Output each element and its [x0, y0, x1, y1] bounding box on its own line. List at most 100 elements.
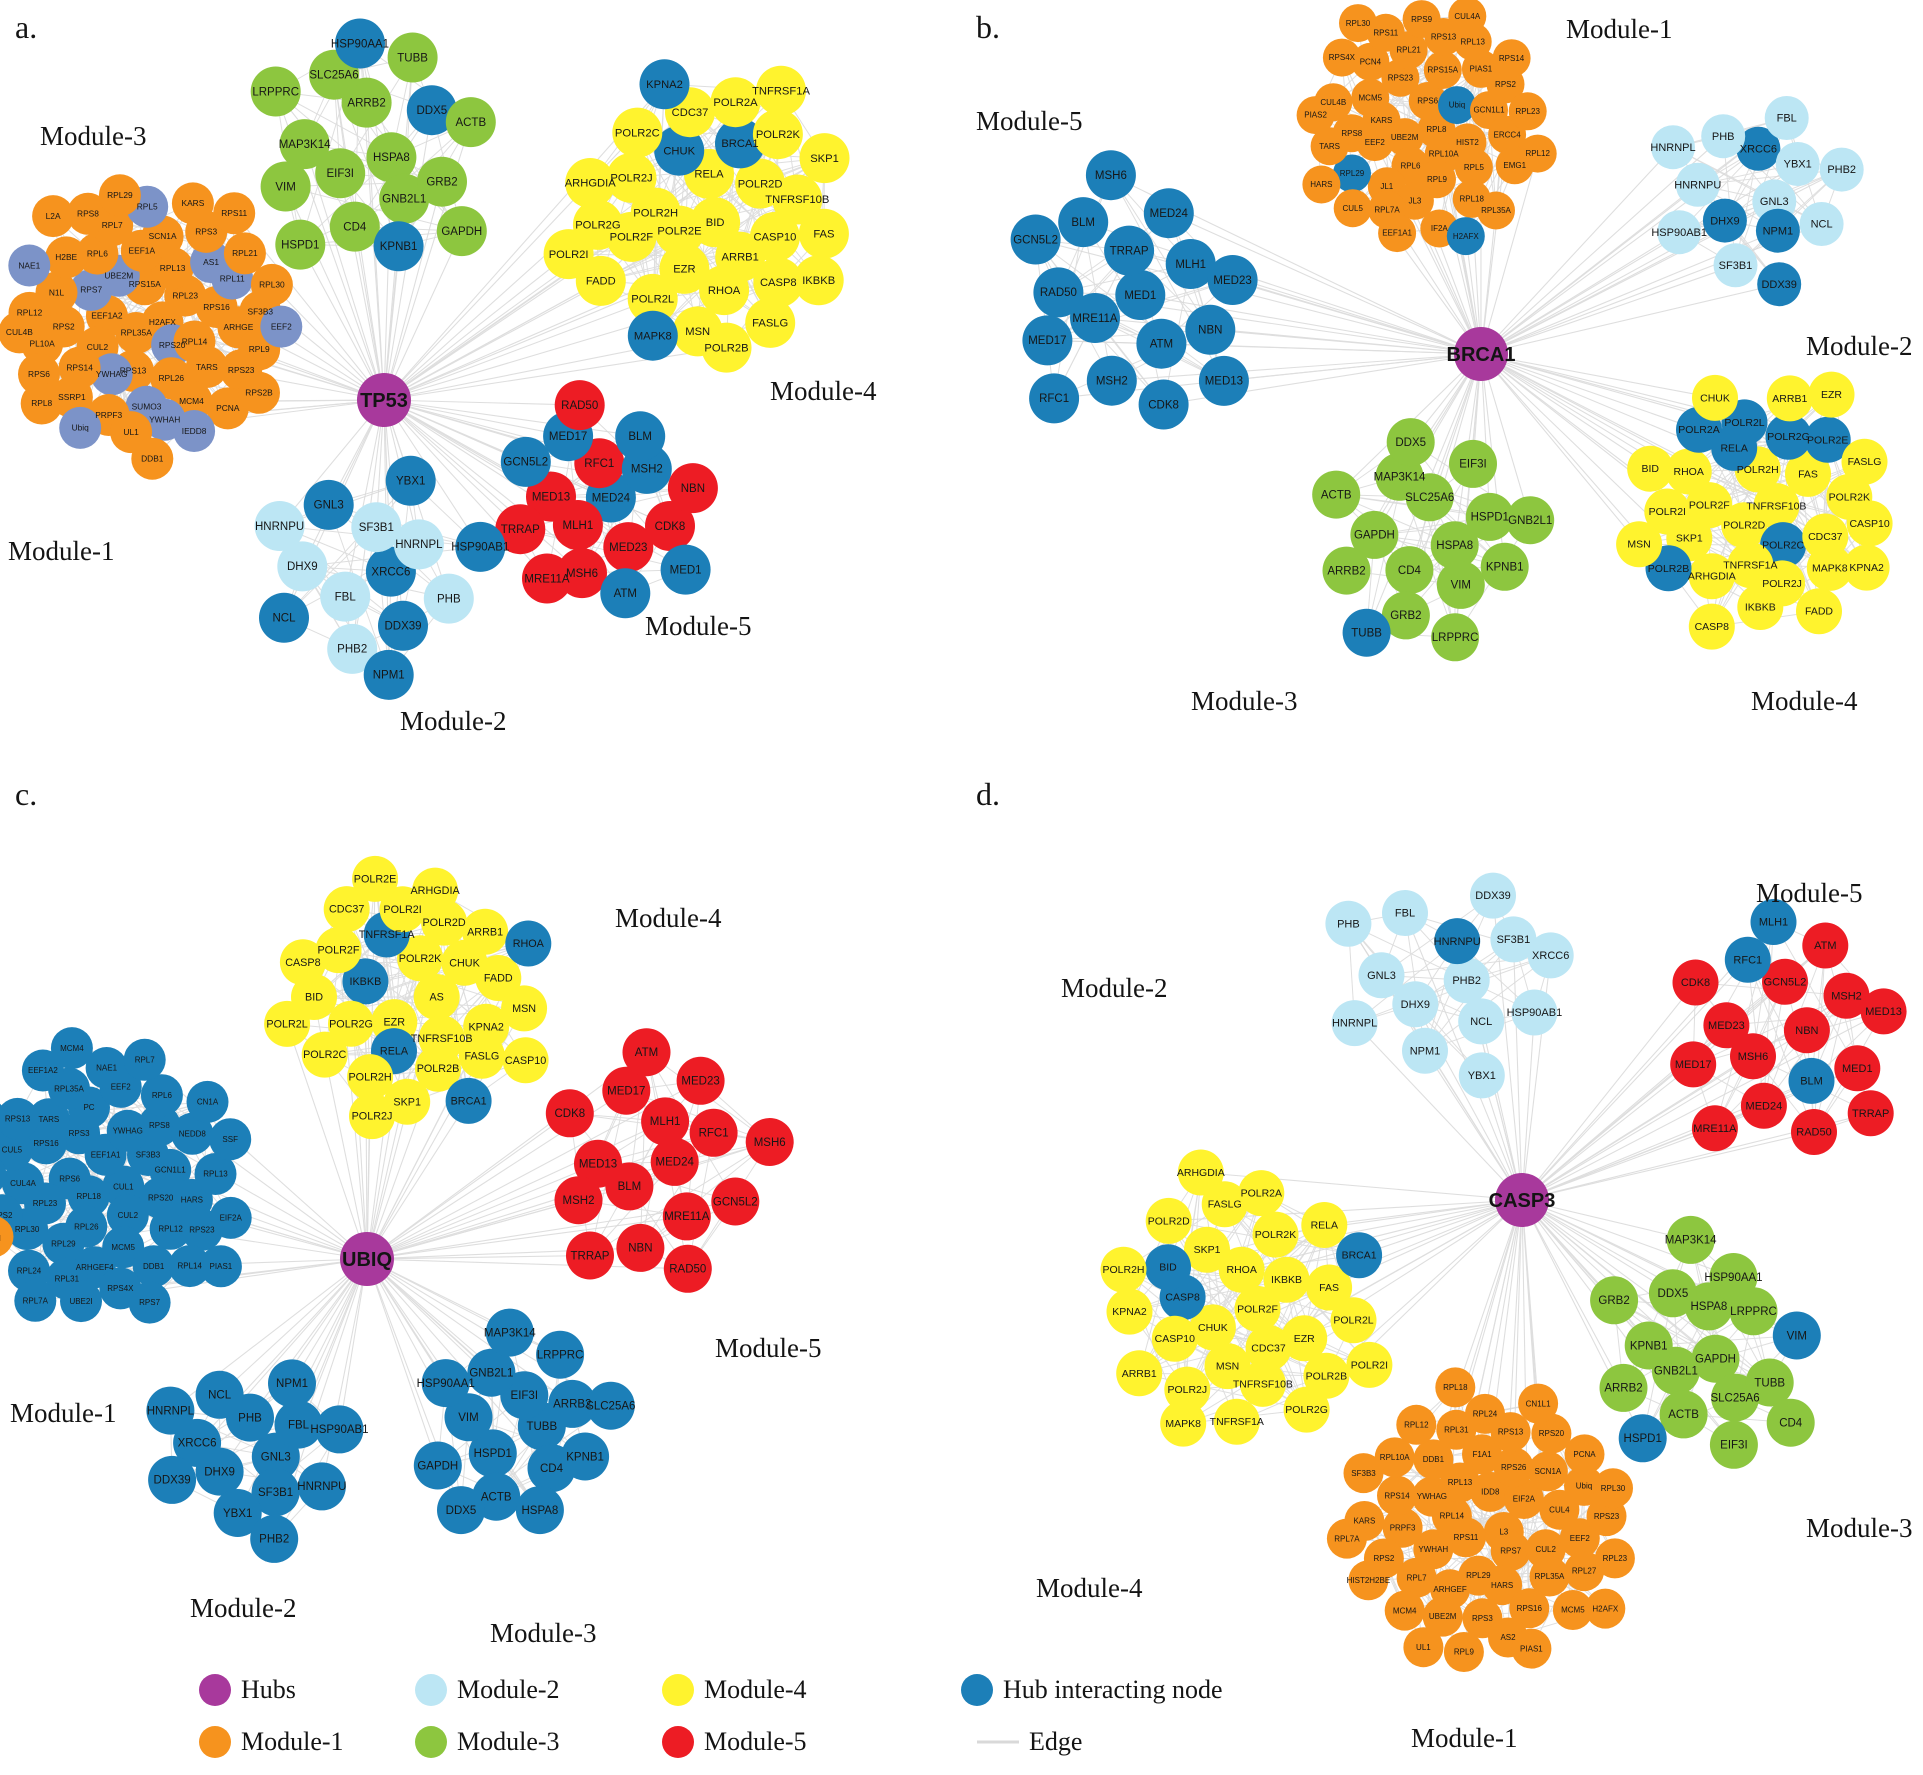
svg-text:GNB2L1: GNB2L1 — [469, 1368, 513, 1380]
svg-text:SF3B3: SF3B3 — [136, 1151, 161, 1160]
svg-text:SF3B1: SF3B1 — [1719, 260, 1753, 272]
svg-text:ARHGDIA: ARHGDIA — [1177, 1167, 1225, 1179]
svg-text:RPL5: RPL5 — [1464, 163, 1485, 172]
svg-text:MSH6: MSH6 — [1738, 1051, 1769, 1063]
svg-text:RPS20: RPS20 — [1539, 1429, 1565, 1438]
svg-text:SF3B1: SF3B1 — [359, 522, 394, 534]
svg-text:HNRNPL: HNRNPL — [1650, 142, 1695, 154]
svg-text:BLM: BLM — [618, 1181, 642, 1193]
svg-text:ACTB: ACTB — [481, 1492, 512, 1504]
svg-text:MCM4: MCM4 — [179, 396, 204, 406]
svg-text:RPS20: RPS20 — [148, 1194, 174, 1203]
svg-text:KPNB1: KPNB1 — [380, 241, 418, 253]
svg-text:YBX1: YBX1 — [396, 476, 425, 488]
svg-text:RPS2: RPS2 — [1495, 80, 1516, 89]
svg-text:RPL30: RPL30 — [1601, 1484, 1626, 1493]
svg-text:RPS15A: RPS15A — [1427, 66, 1458, 75]
svg-text:YBX1: YBX1 — [1784, 159, 1812, 171]
svg-text:POLR2L: POLR2L — [1724, 417, 1764, 429]
svg-text:POLR2L: POLR2L — [266, 1019, 307, 1031]
svg-text:HSPA8: HSPA8 — [373, 152, 410, 164]
svg-text:RELA: RELA — [694, 169, 724, 181]
svg-text:SSRP1: SSRP1 — [58, 392, 86, 402]
svg-text:RPL8: RPL8 — [31, 398, 52, 408]
svg-text:YWHAH: YWHAH — [1418, 1545, 1448, 1554]
svg-text:MED24: MED24 — [656, 1157, 695, 1169]
svg-text:MED24: MED24 — [1746, 1100, 1783, 1112]
svg-text:RPL29: RPL29 — [51, 1240, 76, 1249]
svg-text:Module-4: Module-4 — [1036, 1573, 1143, 1603]
svg-text:CUL4A: CUL4A — [1454, 12, 1480, 21]
svg-text:EIF3I: EIF3I — [1459, 459, 1486, 471]
svg-text:RPL23: RPL23 — [172, 290, 198, 300]
svg-text:IDD8: IDD8 — [1481, 1488, 1500, 1497]
svg-text:SKP1: SKP1 — [1194, 1244, 1221, 1256]
svg-text:CASP8: CASP8 — [1695, 621, 1730, 633]
svg-text:RPL14: RPL14 — [182, 336, 208, 346]
svg-text:FAS: FAS — [1319, 1282, 1339, 1294]
svg-text:Module-1: Module-1 — [10, 1398, 116, 1428]
svg-text:CHUK: CHUK — [663, 145, 695, 157]
svg-text:TRRAP: TRRAP — [1110, 245, 1149, 257]
svg-text:DDX5: DDX5 — [1658, 1288, 1689, 1300]
svg-text:POLR2F: POLR2F — [1237, 1303, 1278, 1315]
svg-text:MRE11A: MRE11A — [664, 1211, 709, 1223]
svg-text:RPL13: RPL13 — [203, 1170, 228, 1179]
svg-text:MSN: MSN — [1216, 1361, 1239, 1373]
svg-text:RPL12: RPL12 — [1404, 1420, 1429, 1429]
svg-text:POLR2F: POLR2F — [610, 232, 654, 244]
svg-text:RPS7: RPS7 — [80, 285, 102, 295]
svg-text:HSP90AB1: HSP90AB1 — [1651, 227, 1707, 239]
svg-text:H2AFX: H2AFX — [149, 317, 176, 327]
svg-text:c.: c. — [15, 776, 37, 812]
svg-text:XRCC6: XRCC6 — [1740, 143, 1777, 155]
svg-text:MED24: MED24 — [592, 492, 631, 504]
svg-text:POLR2L: POLR2L — [631, 294, 674, 306]
svg-text:KPNA2: KPNA2 — [646, 79, 683, 91]
svg-text:DHX9: DHX9 — [204, 1466, 235, 1478]
svg-text:Module-3: Module-3 — [40, 121, 146, 151]
svg-text:SF3B3: SF3B3 — [247, 306, 273, 316]
svg-text:TNFRSF10B: TNFRSF10B — [765, 194, 829, 206]
svg-text:CD4: CD4 — [1398, 565, 1422, 577]
svg-text:POLR2J: POLR2J — [352, 1111, 393, 1123]
svg-text:RPL7: RPL7 — [102, 220, 123, 230]
svg-text:BRCA1: BRCA1 — [1342, 1250, 1377, 1262]
svg-text:SKP1: SKP1 — [810, 153, 839, 165]
svg-text:BLM: BLM — [1071, 217, 1095, 229]
svg-text:Edge: Edge — [1029, 1727, 1082, 1756]
svg-text:TNFRSF1A: TNFRSF1A — [359, 929, 416, 941]
svg-text:BLM: BLM — [1800, 1076, 1823, 1088]
svg-text:MSH2: MSH2 — [631, 464, 663, 476]
svg-text:POLR2E: POLR2E — [1807, 434, 1848, 446]
svg-text:Module-1: Module-1 — [8, 536, 114, 566]
svg-text:PHB: PHB — [437, 593, 461, 605]
svg-text:HNRNPU: HNRNPU — [1674, 179, 1721, 191]
svg-text:HSP90AB1: HSP90AB1 — [310, 1424, 368, 1436]
svg-text:L3: L3 — [1499, 1528, 1508, 1537]
svg-text:F1A1: F1A1 — [1472, 1450, 1492, 1459]
svg-text:KARS: KARS — [1371, 116, 1393, 125]
svg-text:DHX9: DHX9 — [287, 561, 318, 573]
svg-text:MLH1: MLH1 — [563, 520, 594, 532]
svg-text:RPS23: RPS23 — [1388, 73, 1414, 82]
svg-text:YWHAG: YWHAG — [113, 1126, 143, 1135]
svg-text:VIM: VIM — [1451, 580, 1471, 592]
svg-text:KPNA2: KPNA2 — [1849, 562, 1884, 574]
svg-text:RPL23: RPL23 — [33, 1199, 58, 1208]
svg-text:ACTB: ACTB — [455, 117, 486, 129]
svg-text:RPS2: RPS2 — [0, 1211, 13, 1220]
svg-text:RPL24: RPL24 — [17, 1266, 42, 1275]
svg-text:GNL3: GNL3 — [261, 1451, 291, 1463]
svg-text:UBE2M: UBE2M — [104, 270, 133, 280]
svg-text:TUBB: TUBB — [526, 1421, 557, 1433]
svg-text:UL1: UL1 — [1416, 1643, 1431, 1652]
svg-text:RPS11: RPS11 — [1454, 1533, 1479, 1542]
svg-text:VIM: VIM — [1787, 1330, 1807, 1342]
svg-text:DDB1: DDB1 — [141, 454, 164, 464]
svg-text:JL3: JL3 — [1408, 196, 1421, 205]
svg-text:RPL6: RPL6 — [87, 248, 108, 258]
svg-text:NEDD8: NEDD8 — [179, 1129, 207, 1138]
svg-text:RPS14: RPS14 — [66, 362, 93, 372]
svg-text:MCM5: MCM5 — [1561, 1606, 1585, 1615]
